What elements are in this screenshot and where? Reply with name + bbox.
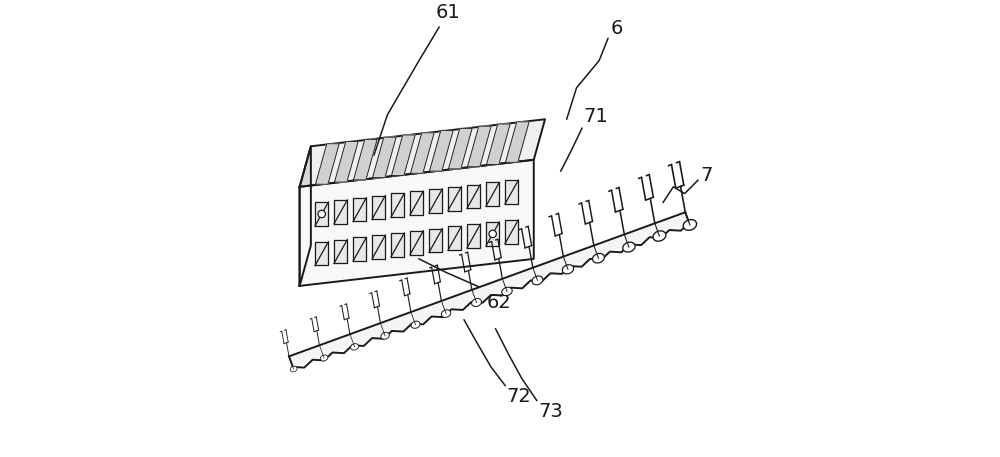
Ellipse shape [502,287,512,296]
Text: 6: 6 [610,19,623,38]
Polygon shape [448,226,461,250]
Polygon shape [300,146,311,286]
Polygon shape [315,242,328,266]
Polygon shape [486,222,499,246]
Polygon shape [354,139,377,180]
Polygon shape [353,237,366,261]
Polygon shape [467,224,480,248]
Polygon shape [429,189,442,213]
Text: 7: 7 [700,166,713,185]
Ellipse shape [653,231,666,241]
Ellipse shape [411,321,420,328]
Polygon shape [505,122,529,162]
Circle shape [318,210,325,218]
Ellipse shape [472,298,481,307]
Circle shape [489,230,496,238]
Polygon shape [410,231,423,255]
Polygon shape [372,196,385,219]
Ellipse shape [683,220,697,230]
Polygon shape [505,180,518,204]
Polygon shape [335,142,358,182]
Polygon shape [353,198,366,222]
Ellipse shape [532,276,543,285]
Polygon shape [429,228,442,252]
Text: 73: 73 [538,402,563,421]
Ellipse shape [320,355,328,361]
Polygon shape [430,131,453,171]
Polygon shape [486,182,499,206]
Ellipse shape [623,242,635,252]
Ellipse shape [351,344,359,350]
Ellipse shape [290,366,297,372]
Polygon shape [289,212,689,367]
Polygon shape [334,200,347,223]
Polygon shape [505,220,518,244]
Polygon shape [316,144,339,184]
Polygon shape [334,239,347,263]
Polygon shape [392,135,415,175]
Text: 72: 72 [507,387,532,406]
Polygon shape [467,185,480,208]
Text: 71: 71 [583,107,608,126]
Polygon shape [391,233,404,257]
Polygon shape [300,119,545,187]
Polygon shape [468,126,491,167]
Polygon shape [448,187,461,211]
Text: 62: 62 [486,292,511,312]
Polygon shape [391,193,404,217]
Ellipse shape [381,332,389,339]
Ellipse shape [593,254,604,263]
Ellipse shape [441,310,451,318]
Text: 61: 61 [436,4,461,22]
Ellipse shape [562,265,574,274]
Polygon shape [300,160,534,286]
Polygon shape [315,202,328,226]
Polygon shape [411,133,434,173]
Polygon shape [373,137,396,178]
Polygon shape [486,124,510,165]
Polygon shape [372,235,385,259]
Polygon shape [449,128,472,169]
Polygon shape [410,191,423,215]
